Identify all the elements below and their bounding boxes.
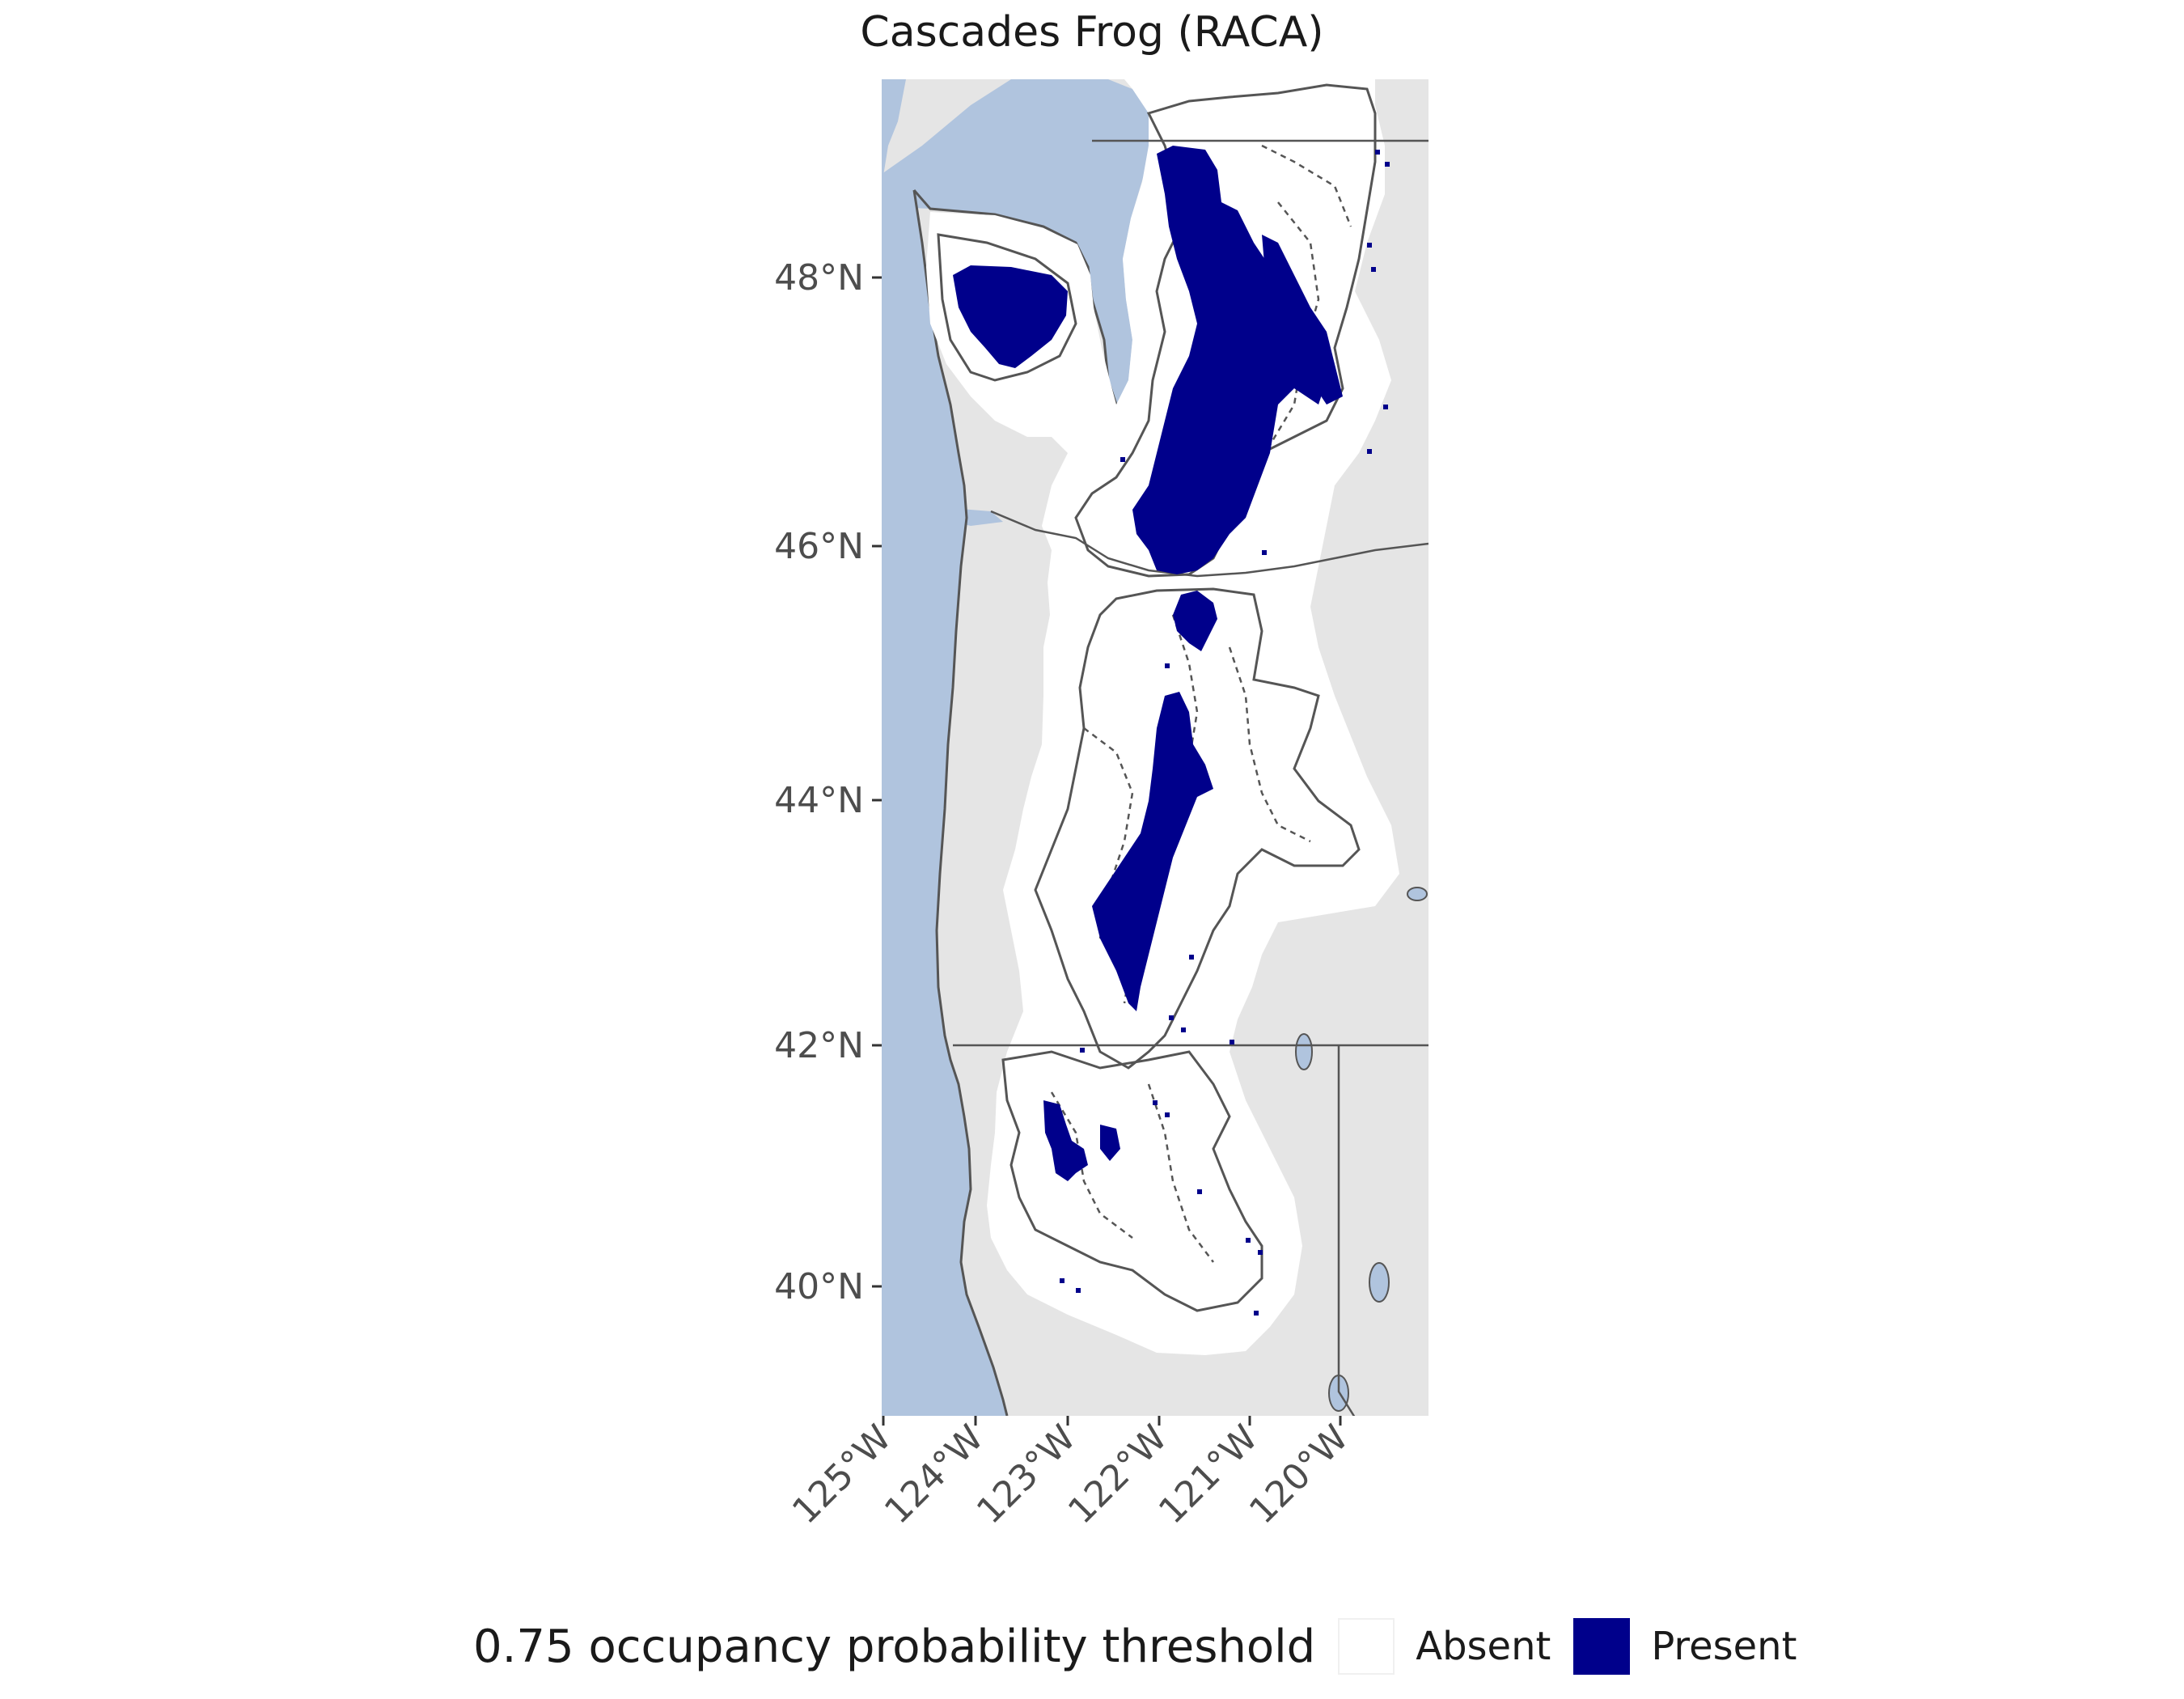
present-area-north-cascades xyxy=(1132,146,1327,574)
present-cell xyxy=(1367,243,1372,248)
lon-label-122: 122°W xyxy=(1060,1417,1175,1532)
present-area-klamath-west xyxy=(1043,1100,1088,1181)
lon-axis: 125°W 124°W 123°W 122°W 121°W 120°W xyxy=(785,1416,1357,1532)
legend: 0.75 occupancy probability threshold Abs… xyxy=(473,1610,1819,1683)
present-cell xyxy=(1189,955,1194,960)
present-cell xyxy=(1371,267,1376,272)
present-cell xyxy=(1367,449,1372,454)
present-scatter xyxy=(1060,150,1390,1316)
pacific-ocean xyxy=(882,79,1007,1416)
present-cell xyxy=(1165,1112,1170,1117)
lat-axis: 48°N 46°N 44°N 42°N 40°N xyxy=(774,257,882,1307)
present-areas xyxy=(953,146,1343,1181)
lat-label-46: 46°N xyxy=(774,526,864,567)
olympic-coastline xyxy=(912,189,1118,405)
present-area-northeast xyxy=(1262,235,1343,405)
salish-sea xyxy=(882,79,1153,405)
lake-honey xyxy=(1369,1262,1390,1303)
ecoregion-outline-olympic xyxy=(937,233,1077,382)
present-area-mt-hood xyxy=(1173,591,1217,651)
legend-label-present: Present xyxy=(1651,1624,1797,1669)
present-cell xyxy=(1169,1015,1174,1020)
present-area-central-oregon xyxy=(1092,692,1213,1011)
lon-label-123: 123°W xyxy=(969,1417,1084,1532)
lat-label-48: 48°N xyxy=(774,257,864,299)
present-cell xyxy=(1254,1311,1259,1316)
lon-label-124: 124°W xyxy=(877,1417,992,1532)
legend-label-absent: Absent xyxy=(1416,1624,1551,1669)
present-area-klamath-east xyxy=(1100,1125,1120,1161)
present-area-olympic xyxy=(953,265,1068,368)
present-cell xyxy=(1153,1100,1158,1105)
present-cell xyxy=(1076,1288,1081,1293)
ecoregion-dashed-klamath xyxy=(1050,1083,1214,1263)
present-cell xyxy=(1060,1278,1064,1283)
lat-label-42: 42°N xyxy=(774,1025,864,1066)
present-cell xyxy=(1383,405,1388,409)
legend-title: 0.75 occupancy probability threshold xyxy=(473,1620,1316,1673)
lat-label-40: 40°N xyxy=(774,1266,864,1307)
present-cell xyxy=(1181,1027,1186,1032)
california-nevada-border xyxy=(1337,1045,1356,1416)
present-cell xyxy=(1197,1189,1202,1194)
ecoregion-outline-klamath xyxy=(1001,1050,1263,1312)
present-cell xyxy=(1165,663,1170,668)
lon-label-125: 125°W xyxy=(785,1417,899,1532)
legend-swatch-present xyxy=(1573,1618,1631,1675)
lat-label-44: 44°N xyxy=(774,780,864,821)
map-title: Cascades Frog (RACA) xyxy=(860,8,1324,57)
lake-klamath xyxy=(1295,1033,1313,1070)
lon-label-120: 120°W xyxy=(1242,1417,1357,1532)
coastline xyxy=(912,189,1009,1416)
present-cell xyxy=(1080,1048,1085,1053)
present-cell xyxy=(1385,162,1390,167)
present-cell xyxy=(1246,1238,1251,1243)
present-cell xyxy=(1258,1250,1263,1255)
present-cell xyxy=(1262,550,1267,555)
lake-east-small xyxy=(1407,887,1428,901)
present-cell xyxy=(1120,457,1125,462)
present-cell xyxy=(1375,150,1380,155)
ecoregion-outline-central xyxy=(1034,587,1361,1070)
columbia-estuary xyxy=(950,508,1003,526)
washington-oregon-border xyxy=(990,510,1428,578)
present-cell xyxy=(1230,1040,1234,1044)
legend-swatch-absent xyxy=(1338,1618,1395,1675)
lon-label-121: 121°W xyxy=(1151,1417,1266,1532)
